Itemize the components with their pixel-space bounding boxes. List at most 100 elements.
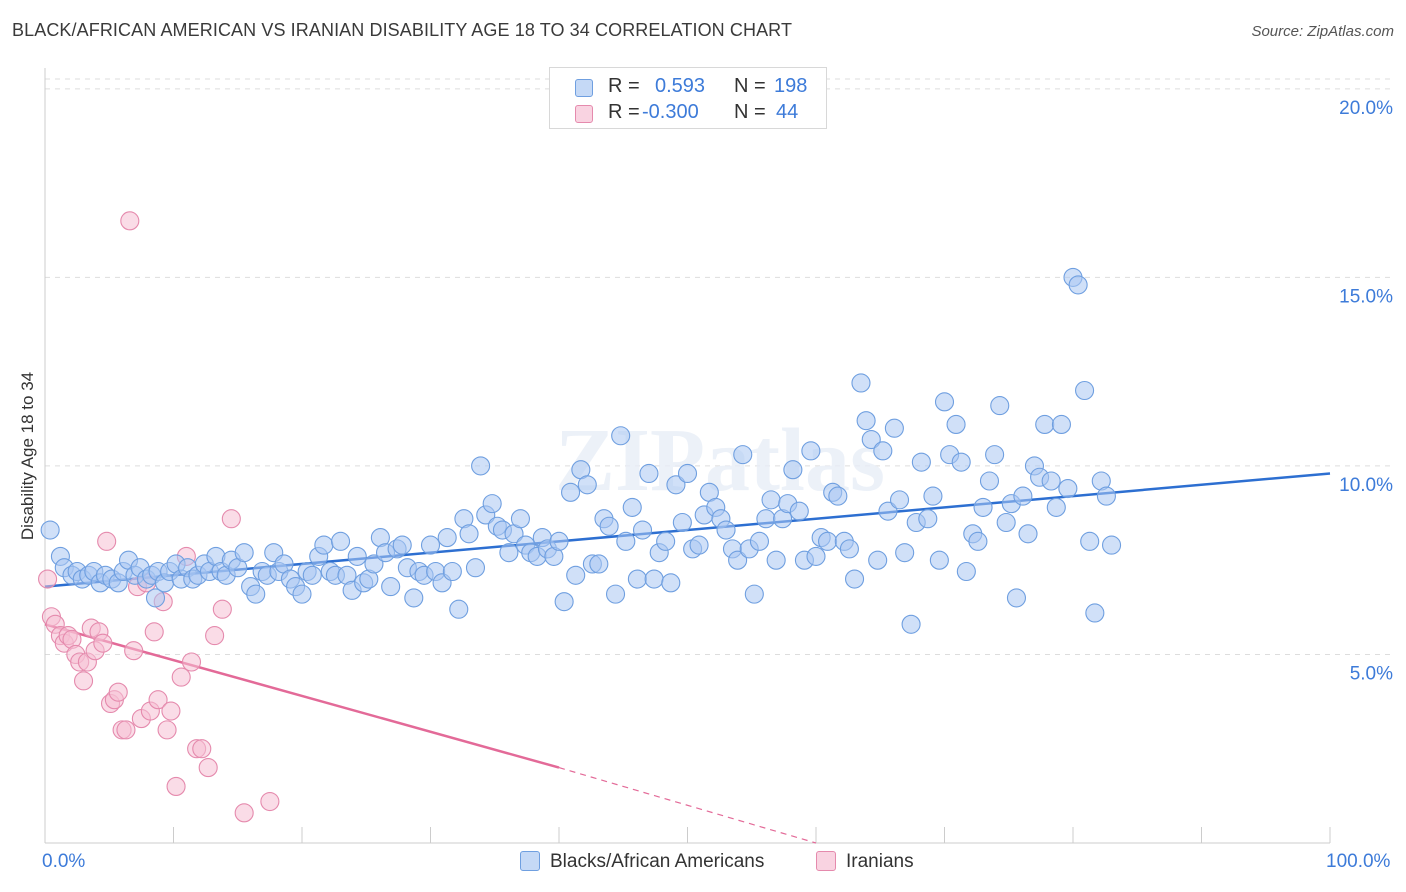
x-tick-label-min: 0.0% — [42, 851, 86, 872]
scatter-point — [1013, 486, 1033, 506]
scatter-point — [979, 471, 1000, 491]
scatter-point — [616, 531, 636, 551]
scatter-point — [420, 535, 441, 555]
scatter-point — [783, 460, 803, 480]
scatter-point — [632, 520, 653, 540]
scatter-point — [459, 524, 479, 544]
scatter-point — [818, 531, 838, 551]
y-tick-label: 20.0% — [1339, 98, 1393, 119]
scatter-point — [1041, 471, 1061, 491]
scatter-point — [157, 720, 177, 740]
scatter-point — [666, 475, 686, 495]
scatter-point — [510, 509, 531, 529]
scatter-point — [330, 531, 351, 551]
scatter-point — [801, 441, 821, 461]
scatter-point — [246, 584, 266, 604]
scatter-point — [677, 463, 698, 484]
scatter-point — [656, 531, 676, 551]
scatter-point — [985, 445, 1005, 465]
scatter-point — [644, 569, 664, 589]
legend-item-blacks[interactable]: Blacks/African Americans — [520, 851, 764, 873]
scatter-point — [990, 396, 1010, 416]
legend-n-value: 44 — [776, 101, 799, 123]
scatter-point — [951, 452, 971, 472]
legend-swatch-iranians — [816, 851, 836, 871]
scatter-point — [806, 546, 826, 566]
source-label: Source: ZipAtlas.com — [1251, 23, 1394, 40]
legend-r-value: -0.300 — [642, 101, 699, 123]
scatter-point — [884, 418, 904, 438]
legend-r-label: R = — [608, 75, 640, 97]
series-legend: Blacks/African Americans Iranians — [0, 851, 1406, 879]
scatter-point — [314, 535, 334, 555]
scatter-point — [74, 671, 94, 691]
scatter-point — [566, 565, 586, 585]
scatter-point — [144, 622, 164, 642]
scatter-point — [996, 512, 1016, 533]
scatter-point — [716, 520, 736, 540]
scatter-point — [744, 584, 764, 604]
legend-row-blacks: R = 0.593 N = 198 — [550, 74, 826, 102]
scatter-point — [627, 569, 647, 589]
y-axis-label: Disability Age 18 to 34 — [18, 371, 37, 541]
scatter-point — [449, 599, 469, 619]
legend-n-label: N = — [734, 101, 766, 123]
y-tick-label: 5.0% — [1350, 663, 1393, 684]
scatter-point — [611, 426, 631, 446]
scatter-point — [471, 456, 491, 476]
scatter-point — [934, 392, 955, 412]
scatter-point — [161, 701, 181, 721]
scatter-point — [1006, 588, 1027, 608]
scatter-point — [599, 516, 619, 536]
scatter-point — [212, 599, 232, 619]
correlation-legend: R = 0.593 N = 198 R = -0.300 N = 44 — [549, 67, 827, 129]
legend-item-iranians[interactable]: Iranians — [816, 851, 914, 873]
scatter-point — [861, 429, 881, 450]
scatter-point — [549, 531, 569, 551]
legend-label-iranians: Iranians — [846, 851, 914, 872]
legend-label-blacks: Blacks/African Americans — [550, 851, 765, 872]
scatter-point — [260, 791, 280, 812]
scatter-point — [1102, 535, 1122, 555]
scatter-point — [38, 569, 58, 589]
scatter-point — [1051, 414, 1071, 434]
y-tick-label: 15.0% — [1339, 286, 1393, 307]
scatter-point — [40, 520, 60, 540]
scatter-point — [839, 539, 859, 559]
scatter-point — [437, 528, 457, 548]
legend-r-value: 0.593 — [655, 75, 706, 97]
x-tick-label-max: 100.0% — [1326, 851, 1391, 872]
legend-r-label: R = — [608, 101, 640, 123]
scatter-point — [946, 414, 966, 434]
scatter-point — [789, 501, 809, 521]
scatter-point — [124, 641, 144, 661]
scatter-point — [554, 592, 574, 612]
scatter-point — [689, 535, 709, 555]
scatter-point — [918, 509, 938, 529]
scatter-point — [482, 494, 502, 514]
scatter-point — [844, 569, 865, 589]
scatter-point — [622, 497, 642, 517]
scatter-point — [733, 445, 753, 465]
scatter-point — [171, 667, 191, 687]
scatter-point — [1058, 479, 1078, 499]
scatter-point — [221, 509, 241, 529]
scatter-point — [761, 490, 781, 510]
scatter-point — [605, 584, 626, 604]
scatter-point — [465, 558, 486, 578]
scatter-point — [889, 490, 910, 510]
scatter-point — [181, 652, 202, 672]
series-blacks-points — [40, 267, 1122, 634]
scatter-point — [923, 486, 943, 506]
scatter-point — [93, 633, 113, 653]
scatter-point — [639, 463, 659, 484]
scatter-point — [198, 758, 218, 778]
legend-swatch-blacks — [520, 851, 540, 871]
scatter-point — [766, 550, 786, 570]
trend-line-iranians-extension — [558, 767, 817, 844]
scatter-point — [561, 482, 581, 502]
scatter-point — [97, 531, 117, 551]
scatter-point — [661, 573, 681, 593]
scatter-point — [756, 509, 776, 529]
